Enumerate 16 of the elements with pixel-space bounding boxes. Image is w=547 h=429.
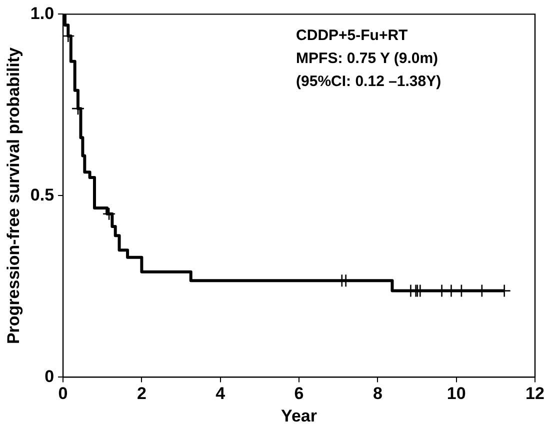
x-tick-label: 2 (136, 384, 146, 404)
x-tick-label: 12 (526, 384, 544, 404)
x-tick-label: 8 (372, 384, 382, 404)
x-tick-label: 6 (294, 384, 304, 404)
annotation: CDDP+5-Fu+RT (296, 26, 408, 44)
annotation: (95%CI: 0.12 –1.38Y) (296, 72, 442, 90)
annotation: MPFS: 0.75 Y (9.0m) (296, 50, 438, 67)
y-tick-label: 1.0 (30, 4, 54, 23)
y-tick-label: 0 (44, 366, 54, 386)
x-tick-label: 4 (216, 384, 226, 404)
x-tick-label: 0 (58, 384, 68, 404)
y-tick-label: 0.5 (30, 185, 54, 204)
y-axis-title: Progression-free survival probability (4, 46, 23, 344)
x-axis-title: Year (281, 406, 318, 426)
point (102, 207, 116, 220)
x-tick-label: 10 (446, 384, 466, 404)
